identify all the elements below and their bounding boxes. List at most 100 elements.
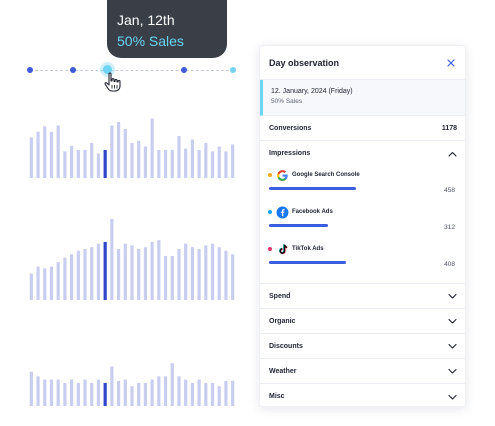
bar[interactable] <box>116 380 121 406</box>
bar[interactable] <box>217 386 221 406</box>
bar[interactable] <box>190 247 194 300</box>
bar[interactable] <box>130 143 134 178</box>
section-spend[interactable]: Spend <box>260 284 465 309</box>
bar[interactable] <box>170 256 174 300</box>
bar[interactable] <box>150 118 154 179</box>
chevron-up-icon[interactable] <box>448 151 457 157</box>
bar[interactable] <box>137 140 141 178</box>
bar[interactable] <box>63 257 67 300</box>
bar[interactable] <box>49 131 54 178</box>
bar[interactable] <box>177 136 181 178</box>
bar[interactable] <box>36 376 40 406</box>
bar[interactable] <box>123 129 127 178</box>
bar[interactable] <box>204 245 208 300</box>
bar[interactable] <box>190 382 194 406</box>
bar[interactable] <box>110 125 114 179</box>
bar[interactable] <box>43 126 47 178</box>
bar[interactable] <box>70 379 74 406</box>
bar[interactable] <box>143 146 148 179</box>
bar[interactable] <box>137 248 141 300</box>
bar[interactable] <box>150 379 154 406</box>
bar[interactable] <box>150 241 154 300</box>
bar[interactable] <box>90 247 94 300</box>
bar[interactable] <box>143 382 148 406</box>
section-organic[interactable]: Organic <box>260 309 465 334</box>
bar[interactable] <box>204 143 208 178</box>
bar[interactable] <box>49 266 54 300</box>
bar[interactable] <box>96 379 101 406</box>
bar[interactable] <box>217 247 221 300</box>
bar[interactable] <box>157 150 161 178</box>
bar[interactable] <box>90 382 94 406</box>
bar[interactable] <box>83 248 87 300</box>
bar[interactable] <box>116 248 121 300</box>
bar[interactable] <box>130 386 134 406</box>
bar[interactable] <box>70 254 74 300</box>
bar[interactable] <box>63 151 67 178</box>
bar[interactable] <box>116 122 121 178</box>
bar[interactable] <box>210 151 215 178</box>
section-discounts[interactable]: Discounts <box>260 334 465 359</box>
bar[interactable] <box>49 379 54 406</box>
bar[interactable] <box>56 379 60 406</box>
bar[interactable] <box>130 245 134 300</box>
impressions-header[interactable]: Impressions <box>260 141 465 166</box>
bar[interactable] <box>224 151 228 178</box>
bar[interactable] <box>224 250 228 300</box>
bar[interactable] <box>56 125 60 179</box>
bar[interactable] <box>70 145 74 178</box>
bar[interactable] <box>43 379 47 406</box>
bar-selected[interactable] <box>103 241 107 300</box>
bar[interactable] <box>29 273 33 300</box>
bar[interactable] <box>184 148 188 178</box>
bar[interactable] <box>110 366 114 406</box>
bar[interactable] <box>76 150 80 178</box>
close-button[interactable] <box>445 57 457 69</box>
bar-selected[interactable] <box>103 150 107 178</box>
timeline-dot-selected[interactable] <box>103 65 112 74</box>
timeline-dot[interactable] <box>230 67 236 73</box>
bar[interactable] <box>197 379 201 406</box>
bar[interactable] <box>123 379 127 406</box>
bar[interactable] <box>224 380 228 406</box>
bar[interactable] <box>184 379 188 406</box>
bar[interactable] <box>157 240 161 300</box>
bar[interactable] <box>197 150 201 178</box>
bar[interactable] <box>36 266 40 300</box>
bar[interactable] <box>163 150 168 178</box>
bar[interactable] <box>170 363 174 406</box>
bar[interactable] <box>43 268 47 300</box>
bar[interactable] <box>123 243 127 300</box>
bar[interactable] <box>137 382 141 406</box>
bar[interactable] <box>157 376 161 406</box>
bar[interactable] <box>96 243 101 300</box>
bar[interactable] <box>76 382 80 406</box>
bar[interactable] <box>177 376 181 406</box>
bar-selected[interactable] <box>103 382 107 406</box>
bar[interactable] <box>29 137 33 178</box>
bar[interactable] <box>170 150 174 178</box>
bar[interactable] <box>231 254 235 300</box>
bar[interactable] <box>184 243 188 300</box>
bar[interactable] <box>96 153 101 179</box>
bar[interactable] <box>29 371 33 406</box>
bar[interactable] <box>197 248 201 300</box>
bar[interactable] <box>177 248 181 300</box>
bar[interactable] <box>90 143 94 178</box>
bar[interactable] <box>210 382 215 406</box>
bar[interactable] <box>210 243 215 300</box>
timeline-dot[interactable] <box>27 67 33 73</box>
bar[interactable] <box>76 250 80 300</box>
bar[interactable] <box>204 382 208 406</box>
section-misc[interactable]: Misc <box>260 384 465 406</box>
bar[interactable] <box>83 150 87 178</box>
bar[interactable] <box>231 144 235 178</box>
bar[interactable] <box>36 131 40 178</box>
bar[interactable] <box>163 376 168 406</box>
bar[interactable] <box>163 256 168 300</box>
bar[interactable] <box>63 382 67 406</box>
bar[interactable] <box>231 380 235 406</box>
bar[interactable] <box>217 146 221 179</box>
bar[interactable] <box>143 247 148 300</box>
bar[interactable] <box>83 379 87 406</box>
